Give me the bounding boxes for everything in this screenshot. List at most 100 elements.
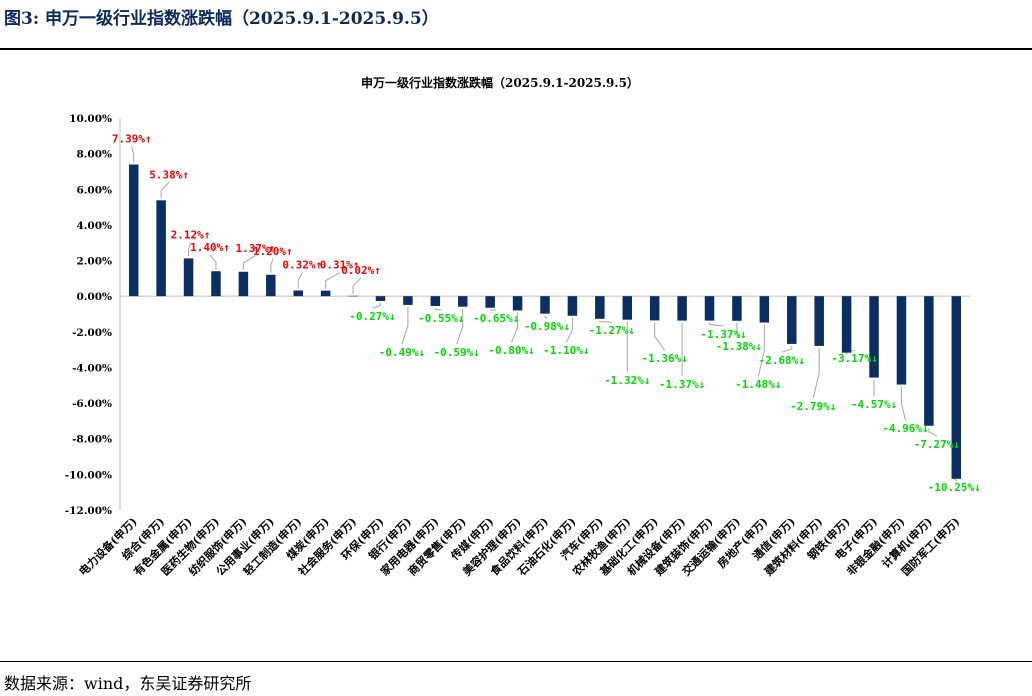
leader-line bbox=[709, 322, 724, 327]
data-label: -1.32%↓ bbox=[604, 374, 650, 387]
data-label: 5.38%↑ bbox=[149, 168, 189, 181]
leader-line bbox=[160, 181, 170, 199]
y-tick-label: -12.00% bbox=[65, 505, 112, 517]
bar bbox=[732, 296, 742, 321]
leader-line bbox=[456, 308, 464, 345]
data-label: 1.20%↑ bbox=[253, 245, 293, 258]
leader-line bbox=[544, 315, 548, 319]
leader-line bbox=[928, 427, 938, 437]
y-tick-label: -10.00% bbox=[65, 469, 112, 481]
y-tick-label: 0.00% bbox=[76, 291, 112, 303]
bar bbox=[211, 271, 221, 297]
data-label: 2.12%↑ bbox=[171, 228, 211, 241]
data-label: -1.37%↓ bbox=[700, 328, 746, 341]
data-label: 1.40%↑ bbox=[190, 241, 230, 254]
data-label: -2.68%↓ bbox=[759, 354, 805, 367]
data-label: -0.55%↓ bbox=[418, 312, 464, 325]
data-label: 7.39%↑ bbox=[112, 133, 152, 146]
data-label: -10.25%↓ bbox=[928, 481, 981, 494]
bar bbox=[266, 274, 276, 297]
bar bbox=[677, 296, 687, 321]
y-tick-labels: 10.00% 8.00% 6.00% 4.00% 2.00% 0.00% -2.00% -4.… bbox=[65, 113, 112, 517]
y-tick-label: -8.00% bbox=[72, 434, 112, 446]
data-label: -3.17%↓ bbox=[831, 352, 877, 365]
data-label: -4.96%↓ bbox=[882, 422, 928, 435]
bar bbox=[704, 296, 715, 321]
leader-line bbox=[209, 254, 217, 270]
bar bbox=[924, 296, 934, 426]
bar bbox=[622, 296, 633, 320]
bar bbox=[183, 258, 194, 297]
data-label: -4.57%↓ bbox=[851, 398, 897, 411]
data-label: -0.80%↓ bbox=[488, 344, 534, 357]
bar bbox=[841, 296, 852, 353]
bar bbox=[375, 296, 386, 301]
bar bbox=[430, 296, 441, 306]
source-note: 数据来源：wind，东吴证券研究所 bbox=[4, 674, 252, 693]
bar bbox=[567, 296, 578, 316]
leader-line bbox=[297, 272, 303, 289]
y-tick-label: 8.00% bbox=[76, 149, 112, 161]
category-labels: 电力设备(申万)综合(申万)有色金属(申万)医药生物(申万)纺织服饰(申万)公用… bbox=[76, 514, 963, 579]
bar bbox=[649, 296, 660, 321]
leader-line bbox=[434, 307, 442, 311]
data-label: 0.31%↑ bbox=[320, 259, 360, 272]
leader-line bbox=[352, 277, 362, 294]
leader-line bbox=[188, 242, 192, 257]
bar bbox=[485, 296, 495, 308]
leader-line bbox=[242, 255, 256, 270]
y-tick-label: 6.00% bbox=[76, 184, 112, 196]
leader-line bbox=[270, 258, 274, 273]
y-tick-label: -2.00% bbox=[72, 327, 112, 339]
bar bbox=[595, 296, 605, 319]
bar bbox=[320, 290, 331, 297]
leader-line bbox=[372, 302, 381, 309]
leader-line bbox=[565, 317, 573, 343]
bar bbox=[951, 296, 962, 479]
leader-line bbox=[757, 324, 765, 377]
bar bbox=[457, 296, 468, 307]
leader-line bbox=[401, 306, 409, 345]
bar bbox=[759, 296, 770, 323]
data-labels: 7.39%↑ 5.38%↑ 2.12%↑1.40%↑ 1.37%↑1.20%↑0.32… bbox=[112, 133, 981, 495]
leader-line bbox=[900, 386, 906, 421]
leader-line bbox=[812, 347, 820, 399]
data-label: 1.37%↑ bbox=[236, 242, 276, 255]
leader-line bbox=[599, 320, 612, 323]
leader-line bbox=[511, 312, 519, 343]
data-label: -1.10%↓ bbox=[543, 344, 589, 357]
chart-title: 申万一级行业指数涨跌幅（2025.9.1-2025.9.5） bbox=[361, 75, 639, 90]
data-label: -1.36%↓ bbox=[641, 352, 687, 365]
figure-title: 图3: 申万一级行业指数涨跌幅（2025.9.1-2025.9.5） bbox=[4, 9, 439, 29]
bar bbox=[814, 296, 824, 346]
data-label: -0.65%↓ bbox=[473, 312, 519, 325]
data-label: -0.98%↓ bbox=[524, 320, 570, 333]
data-label: -2.79%↓ bbox=[790, 400, 836, 413]
bar bbox=[540, 296, 550, 314]
bar bbox=[896, 296, 907, 385]
bar bbox=[128, 164, 139, 297]
bar-chart: 申万一级行业指数涨跌幅（2025.9.1-2025.9.5） 10.00% 8.0… bbox=[65, 75, 981, 579]
y-tick-label: 4.00% bbox=[76, 220, 112, 232]
data-label: -1.38%↓ bbox=[716, 340, 762, 353]
label-leader-lines bbox=[131, 146, 957, 481]
leader-line bbox=[736, 322, 740, 339]
leader-line bbox=[781, 345, 793, 353]
data-label: -7.27%↓ bbox=[914, 438, 960, 451]
y-tick-label: -6.00% bbox=[72, 398, 112, 410]
data-label: -1.37%↓ bbox=[659, 378, 705, 391]
bar bbox=[787, 296, 797, 344]
data-label: -1.48%↓ bbox=[735, 378, 781, 391]
leader-line bbox=[131, 146, 135, 163]
bar bbox=[512, 296, 523, 311]
bar bbox=[869, 296, 879, 378]
bar bbox=[238, 271, 249, 297]
data-label: 0.02%↑ bbox=[341, 264, 381, 277]
bar bbox=[293, 290, 303, 297]
data-label: 0.32%↑ bbox=[282, 258, 322, 271]
data-label: -1.27%↓ bbox=[589, 324, 635, 337]
bars bbox=[128, 164, 962, 479]
top-rule bbox=[0, 48, 1032, 50]
leader-line bbox=[954, 478, 957, 481]
data-label: -0.27%↓ bbox=[349, 310, 395, 323]
